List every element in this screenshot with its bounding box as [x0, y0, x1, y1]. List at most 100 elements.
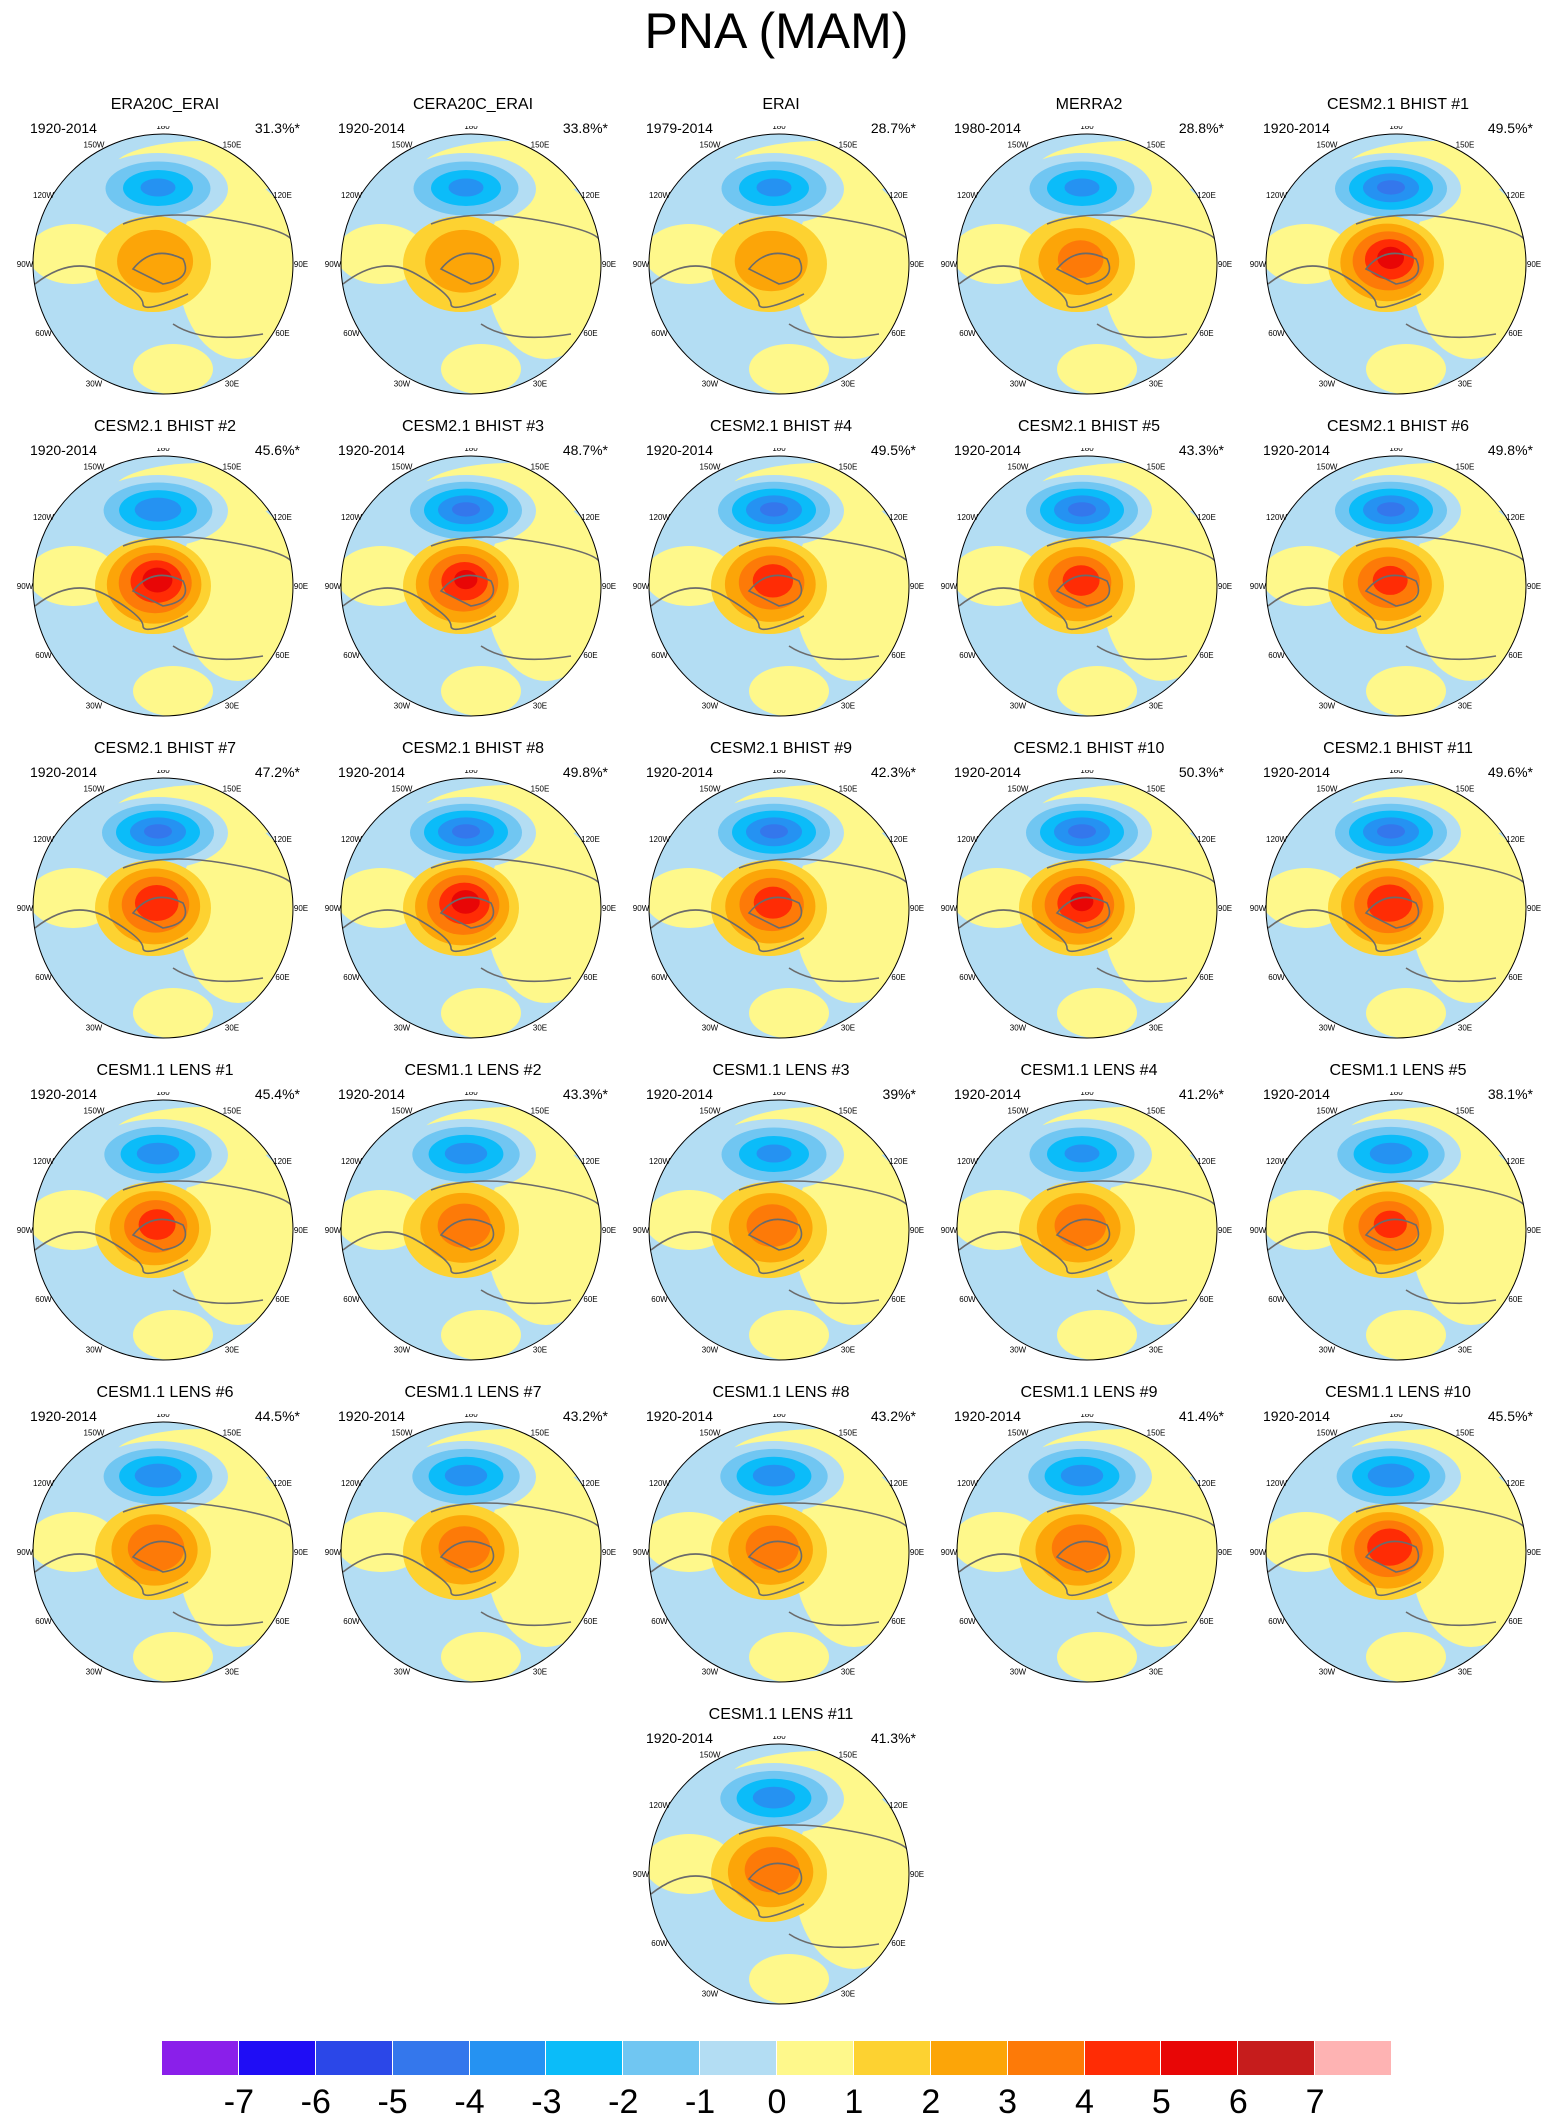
polar-map: 180150E120E90E60E30E030W60W90W120W150W — [633, 448, 924, 717]
longitude-label: 120E — [889, 1479, 908, 1488]
negative-anomaly-contour — [1060, 1464, 1104, 1487]
longitude-label: 30W — [702, 380, 719, 389]
colorbar-swatch — [853, 2041, 931, 2075]
panel-title: CESM1.1 LENS #11 — [708, 1706, 854, 1723]
longitude-label: 90E — [294, 582, 308, 591]
map-border — [956, 133, 1218, 395]
longitude-label: 60W — [959, 651, 976, 660]
coastline — [1267, 536, 1525, 661]
longitude-label: 60E — [275, 1295, 289, 1304]
longitude-label: 30E — [225, 702, 239, 711]
longitude-label: 30E — [533, 1668, 547, 1677]
longitude-label: 90E — [1527, 904, 1541, 913]
longitude-label: 30E — [1458, 1024, 1472, 1033]
longitude-label: 90E — [1218, 1226, 1232, 1235]
colorbar-swatch — [1007, 2041, 1085, 2075]
longitude-label: 90W — [17, 582, 34, 591]
positive-region — [1411, 179, 1526, 359]
longitude-label: 120W — [33, 1479, 54, 1488]
longitude-label: 60E — [891, 973, 905, 982]
longitude-label: 90E — [1527, 582, 1541, 591]
longitude-label: 150E — [1147, 1429, 1166, 1438]
longitude-label: 60W — [959, 1295, 976, 1304]
polar-map: 180150E120E90E60E30E030W60W90W120W150W — [325, 1092, 616, 1361]
longitude-label: 180 — [1080, 126, 1094, 131]
positive-region — [749, 344, 829, 394]
longitude-label: 30E — [1149, 380, 1163, 389]
polar-map: 180150E120E90E60E30E030W60W90W120W150W — [325, 448, 616, 717]
longitude-label: 30E — [1149, 702, 1163, 711]
negative-anomaly-contour — [452, 824, 480, 839]
longitude-label: 150W — [84, 785, 105, 794]
longitude-label: 180 — [156, 448, 170, 453]
map-panel: CESM2.1 BHIST #1 1920-2014 49.5%* 180 150E 12… — [1248, 96, 1548, 396]
longitude-label: 180 — [156, 126, 170, 131]
longitude-label: 60E — [1199, 1295, 1213, 1304]
longitude-label: 60W — [959, 1617, 976, 1626]
map-panel: CESM1.1 LENS #4 1920-2014 41.2%* 180 150E 120… — [939, 1062, 1239, 1362]
longitude-label: 150E — [1456, 141, 1475, 150]
longitude-label: 150W — [1008, 785, 1029, 794]
panel-variance-percent: 45.4%* — [254, 1086, 300, 1102]
coastline — [958, 1502, 1216, 1627]
map-border — [1265, 777, 1527, 1039]
longitude-label: 150E — [839, 463, 858, 472]
longitude-label: 60W — [959, 329, 976, 338]
longitude-label: 150W — [84, 141, 105, 150]
positive-region — [441, 1310, 521, 1360]
panel-title: CESM1.1 LENS #5 — [1329, 1062, 1467, 1079]
longitude-label: 60E — [583, 1295, 597, 1304]
coastline — [1267, 1502, 1525, 1627]
map-border — [648, 133, 910, 395]
positive-anomaly-contour — [425, 229, 502, 293]
map-panel: CESM2.1 BHIST #10 1920-2014 50.3%* 180 150E 1… — [939, 740, 1239, 1040]
positive-region — [133, 1310, 213, 1360]
panel-period: 1920-2014 — [646, 764, 713, 780]
negative-anomaly-contour — [144, 824, 172, 839]
longitude-label: 90W — [941, 1226, 958, 1235]
longitude-label: 60E — [1199, 973, 1213, 982]
positive-region — [178, 1145, 293, 1325]
longitude-label: 150W — [84, 1107, 105, 1116]
longitude-label: 30E — [841, 1346, 855, 1355]
longitude-label: 120W — [957, 1479, 978, 1488]
negative-anomaly-contour — [1367, 1463, 1415, 1488]
map-border — [1265, 455, 1527, 717]
positive-region — [1366, 666, 1446, 716]
longitude-label: 60W — [343, 651, 360, 660]
longitude-label: 60E — [891, 1939, 905, 1948]
positive-region — [794, 179, 909, 359]
panel-title: CESM2.1 BHIST #1 — [1327, 96, 1469, 113]
colorbar-swatch — [162, 2041, 239, 2075]
longitude-label: 120E — [581, 1157, 600, 1166]
longitude-label: 180 — [464, 448, 478, 453]
longitude-label: 120W — [957, 1157, 978, 1166]
longitude-label: 90W — [1250, 1548, 1267, 1557]
longitude-label: 30W — [86, 380, 103, 389]
positive-region — [486, 179, 601, 359]
panel-variance-percent: 45.6%* — [254, 442, 300, 458]
longitude-label: 180 — [772, 770, 786, 775]
longitude-label: 120E — [273, 513, 292, 522]
positive-region — [178, 1467, 293, 1647]
longitude-label: 120W — [341, 191, 362, 200]
panel-period: 1920-2014 — [30, 1086, 97, 1102]
positive-region — [749, 1632, 829, 1682]
panel-title: CESM2.1 BHIST #4 — [710, 418, 852, 435]
longitude-label: 180 — [1080, 448, 1094, 453]
longitude-label: 30E — [1458, 702, 1472, 711]
polar-map: 180150E120E90E60E30E030W60W90W120W150W — [325, 126, 616, 395]
positive-region — [749, 666, 829, 716]
longitude-label: 180 — [1389, 770, 1403, 775]
panel-variance-percent: 28.8%* — [1178, 120, 1224, 136]
longitude-label: 60W — [35, 1295, 52, 1304]
map-border — [956, 1421, 1218, 1683]
panel-period: 1920-2014 — [338, 120, 405, 136]
colorbar-swatch — [930, 2041, 1008, 2075]
longitude-label: 150W — [700, 785, 721, 794]
longitude-label: 120W — [1266, 1479, 1287, 1488]
map-border — [1265, 133, 1527, 395]
longitude-label: 30E — [1458, 1346, 1472, 1355]
longitude-label: 60W — [35, 329, 52, 338]
longitude-label: 150W — [1317, 785, 1338, 794]
